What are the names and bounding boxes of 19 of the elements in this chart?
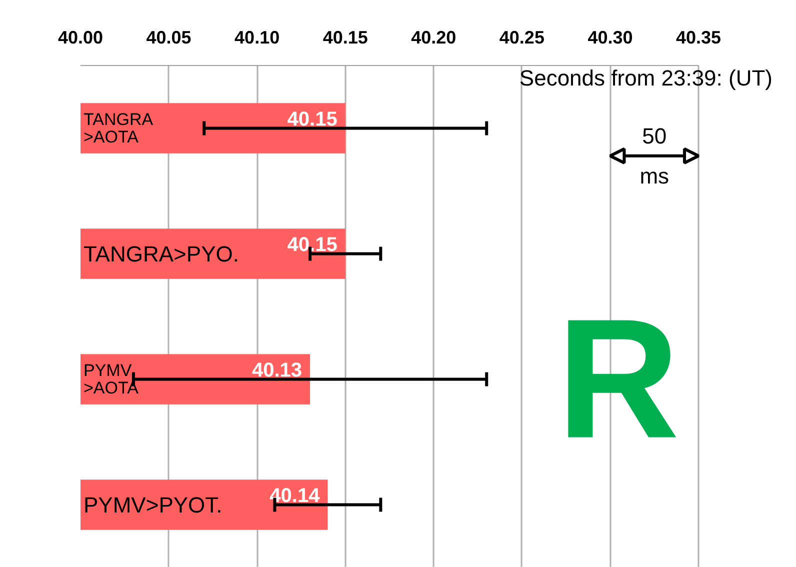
data-label: 40.15 — [287, 108, 338, 130]
x-tick-label: 40.05 — [146, 28, 192, 48]
annotation: R — [556, 284, 680, 474]
x-tick-label: 40.20 — [411, 28, 456, 48]
data-label: 40.15 — [287, 234, 338, 256]
x-tick-label: 40.00 — [58, 28, 104, 48]
y-tick-label: PYMV>PYOT. — [84, 492, 222, 518]
x-tick-label: 40.30 — [588, 28, 633, 48]
data-label: 40.14 — [270, 484, 321, 507]
data-label: 40.13 — [252, 359, 302, 382]
annotation: 50 ms — [640, 123, 670, 188]
annotation: Seconds from 23:39: (UT) — [519, 66, 773, 91]
y-tick-label: PYMV >AOTA — [84, 361, 140, 398]
x-tick-label: 40.35 — [676, 28, 722, 48]
x-tick-label: 40.10 — [234, 28, 280, 48]
y-tick-label: TANGRA>PYO. — [84, 241, 239, 266]
x-tick-label: 40.15 — [322, 28, 368, 48]
y-tick-label: TANGRA >AOTA — [84, 110, 154, 146]
x-tick-label: 40.25 — [499, 28, 544, 48]
